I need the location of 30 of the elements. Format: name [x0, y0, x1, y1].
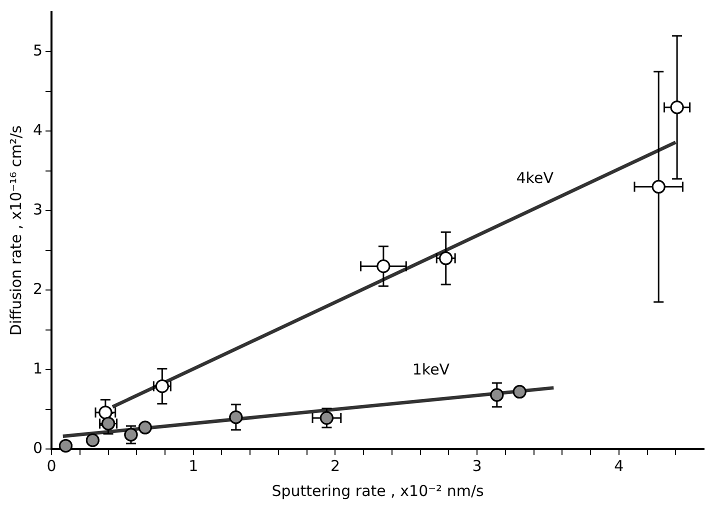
point	[58, 439, 72, 453]
y-tick-label: 4	[32, 121, 43, 140]
y-tick-label: 1	[32, 359, 43, 378]
series-label: 4keV	[516, 168, 554, 187]
y-tick-label: 5	[32, 42, 43, 60]
point	[86, 434, 100, 448]
x-tick-label: 0	[46, 456, 56, 475]
x-tick-label: 3	[472, 456, 482, 475]
y-tick-label: 3	[32, 200, 43, 219]
point	[155, 379, 169, 393]
x-tick-label: 1	[188, 456, 198, 475]
point	[229, 410, 243, 424]
x-tick-label: 4	[614, 456, 624, 475]
x-tick-label: 2	[330, 456, 340, 475]
point	[376, 260, 390, 274]
point	[490, 388, 504, 402]
point	[124, 428, 138, 442]
y-tick-label: 0	[32, 438, 43, 457]
point	[652, 180, 666, 194]
point	[138, 420, 152, 434]
y-tick-label: 2	[32, 280, 43, 298]
x-axis-title: Sputtering rate , x10⁻² nm/s	[272, 482, 484, 500]
series-label: 1keV	[412, 360, 450, 378]
point	[439, 252, 453, 266]
point	[102, 416, 116, 430]
point	[670, 100, 684, 114]
point	[320, 411, 334, 425]
y-axis-title: Diffusion rate , x10⁻¹⁶ cm²/s	[6, 125, 25, 336]
point	[98, 406, 112, 420]
point	[512, 385, 526, 399]
